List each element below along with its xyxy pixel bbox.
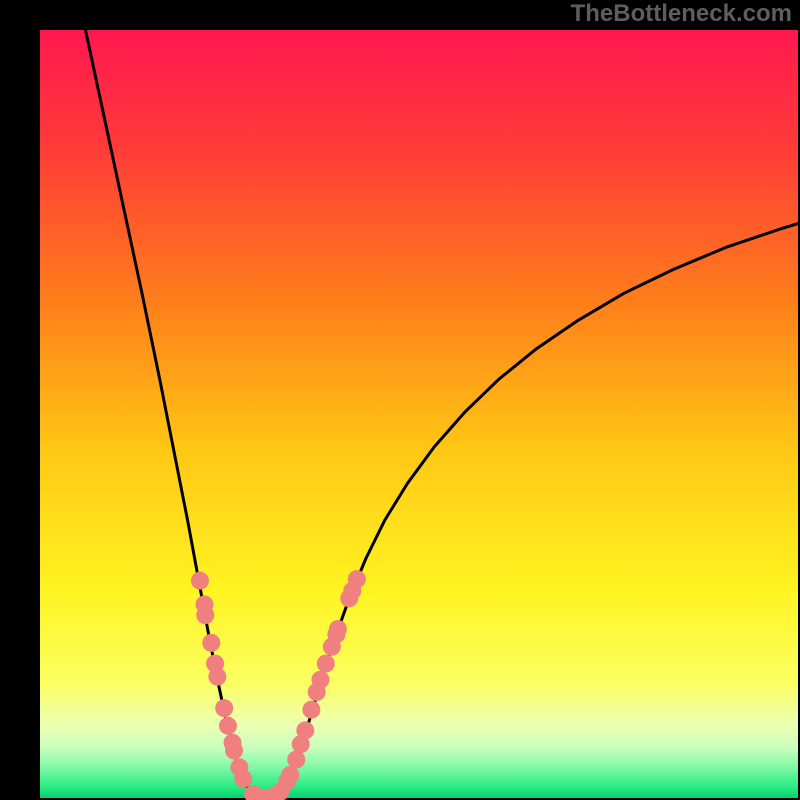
curve-marker xyxy=(329,620,347,638)
curve-marker xyxy=(234,770,252,788)
curve-marker xyxy=(348,570,366,588)
curve-marker xyxy=(191,572,209,590)
curve-marker xyxy=(296,721,314,739)
bottleneck-chart: TheBottleneck.com xyxy=(0,0,800,800)
curve-marker xyxy=(196,606,214,624)
curve-marker xyxy=(311,671,329,689)
curve-marker xyxy=(302,701,320,719)
curve-marker xyxy=(281,766,299,784)
curve-marker xyxy=(202,634,220,652)
chart-plot-bg xyxy=(40,30,798,798)
curve-marker xyxy=(208,668,226,686)
chart-svg xyxy=(0,0,800,800)
curve-marker xyxy=(225,741,243,759)
curve-marker xyxy=(287,751,305,769)
watermark-label: TheBottleneck.com xyxy=(571,0,792,28)
curve-marker xyxy=(219,717,237,735)
curve-marker xyxy=(317,655,335,673)
curve-marker xyxy=(215,699,233,717)
